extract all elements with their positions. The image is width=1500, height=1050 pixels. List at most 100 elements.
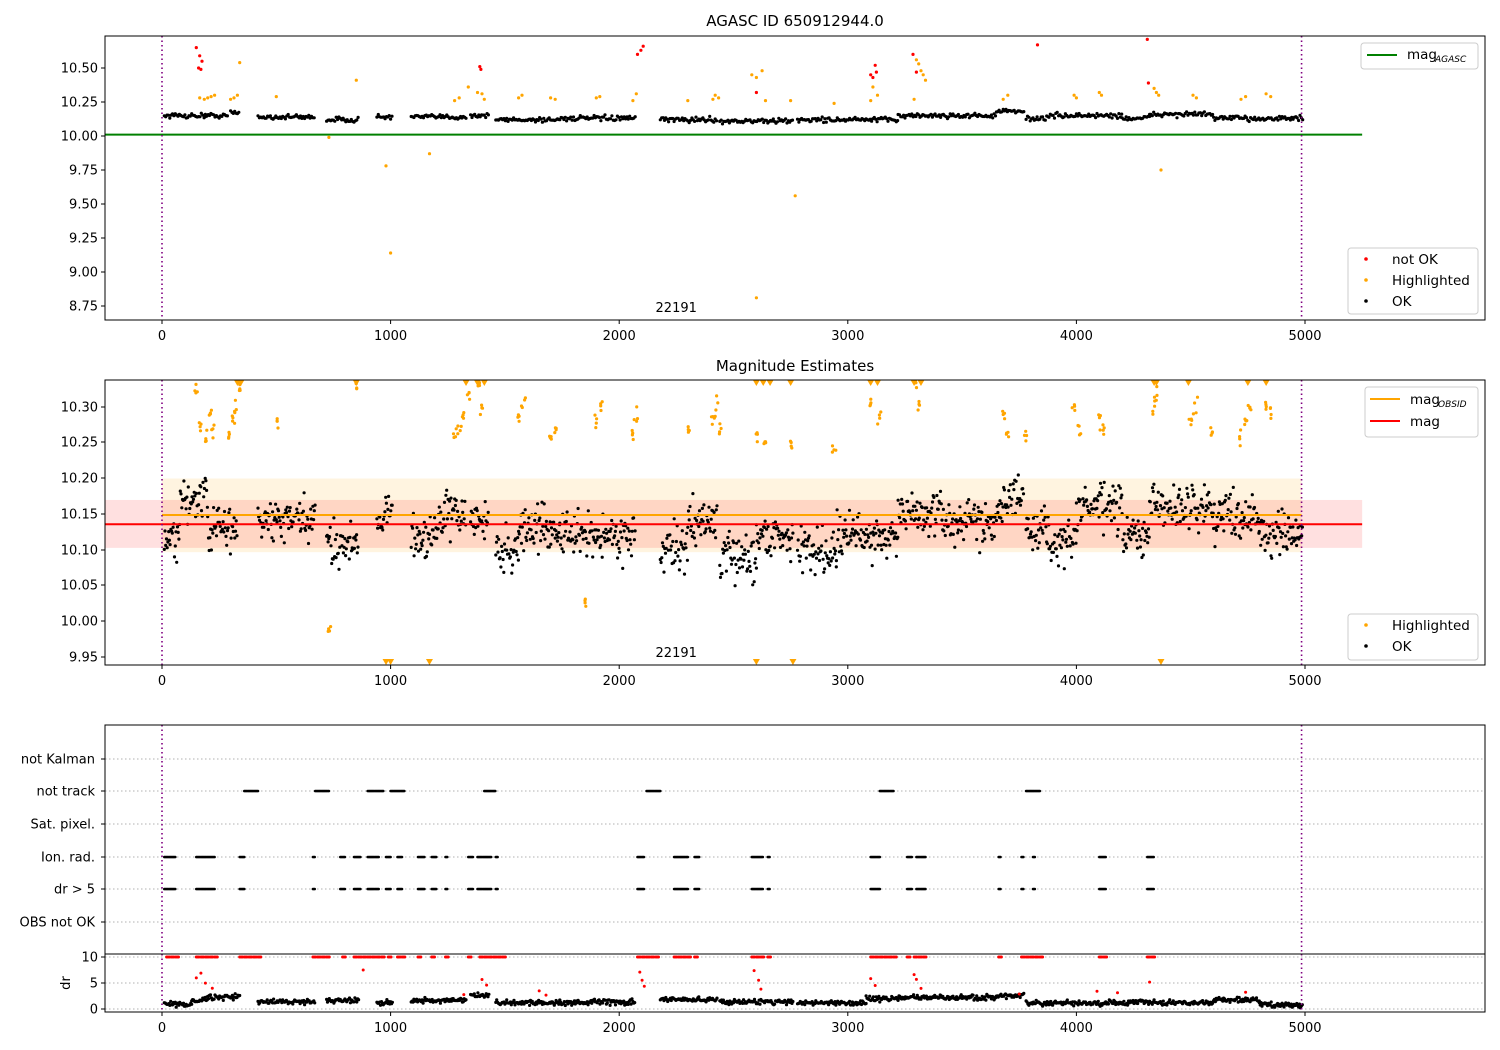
ok-point [847, 541, 851, 545]
ok-point [347, 557, 351, 561]
ok-point [940, 518, 944, 522]
not-ok-point [479, 67, 483, 71]
ok-point [547, 529, 551, 533]
ok-point [614, 524, 618, 528]
flag-row-label: not Kalman [21, 753, 95, 768]
ok-point [1054, 547, 1058, 551]
ok-point [1117, 484, 1121, 488]
ok-point [232, 516, 236, 520]
legend-label: Highlighted [1392, 273, 1470, 289]
ok-point [1169, 506, 1173, 510]
highlighted-point [480, 406, 485, 410]
ok-point [1085, 498, 1089, 502]
highlighted-point [760, 69, 764, 73]
ok-point [776, 533, 780, 537]
ok-point [312, 518, 316, 522]
offscale-marker [462, 380, 470, 386]
ok-point [668, 533, 672, 537]
ok-point [828, 550, 833, 554]
highlighted-point [453, 99, 457, 103]
ok-point [1065, 544, 1069, 548]
ok-point [1270, 556, 1274, 560]
ok-point [753, 561, 757, 565]
ok-point [326, 540, 330, 544]
ok-point [854, 544, 858, 548]
ok-point [558, 543, 563, 547]
flag-point [174, 887, 177, 891]
ok-point [812, 552, 816, 556]
ok-point [327, 535, 332, 539]
ok-point [494, 540, 499, 544]
ok-point [307, 113, 311, 117]
ok-point [718, 575, 723, 580]
ok-point [198, 115, 202, 119]
highlighted-point [1269, 412, 1273, 417]
ok-point [167, 530, 171, 534]
ok-point [1111, 484, 1115, 488]
ok-point [165, 546, 169, 550]
ok-point [1174, 111, 1178, 115]
ok-point [736, 558, 740, 562]
ok-point [444, 493, 448, 497]
ok-point [834, 119, 838, 123]
ok-point [800, 542, 804, 546]
highlighted-point [1191, 412, 1195, 416]
ok-point [214, 524, 218, 529]
ok-point [270, 536, 274, 540]
ok-point [1222, 529, 1226, 533]
ok-point [798, 554, 803, 558]
ok-point [903, 519, 908, 523]
ok-point [1015, 501, 1019, 505]
ok-point [564, 529, 568, 533]
highlighted-point [830, 450, 835, 454]
highlighted-point [482, 97, 486, 101]
ok-point [555, 539, 560, 543]
legend-subscript: AGASC [1434, 55, 1467, 65]
ok-point [730, 558, 734, 562]
flag-point [999, 887, 1002, 891]
ok-point [765, 527, 769, 531]
ok-point [1101, 533, 1106, 537]
ok-point [1031, 548, 1035, 552]
ok-point [536, 502, 540, 506]
ok-point [893, 535, 897, 539]
ok-point [1024, 117, 1028, 121]
ok-point [262, 525, 266, 529]
flag-point [878, 887, 882, 891]
highlighted-point [327, 135, 331, 139]
ok-point [448, 499, 452, 503]
ok-point [610, 518, 614, 523]
ok-point [337, 567, 341, 571]
ok-point [197, 503, 201, 507]
ok-point [529, 528, 533, 532]
ok-point [1214, 528, 1219, 533]
not-ok-point [327, 955, 331, 959]
not-ok-point [640, 978, 644, 982]
highlighted-point [237, 388, 241, 393]
highlighted-point [1152, 395, 1157, 399]
ok-point [1078, 498, 1082, 502]
flag-point [878, 855, 882, 859]
ok-point [1014, 479, 1018, 483]
ok-point [1273, 534, 1277, 539]
highlighted-point [211, 427, 215, 431]
y-tick-label: 9.95 [69, 651, 98, 666]
not-ok-point [869, 73, 873, 77]
ok-point [212, 506, 216, 510]
ok-point [1301, 118, 1305, 122]
highlighted-point [480, 403, 484, 407]
ok-point [786, 535, 791, 539]
ok-point [975, 537, 979, 542]
ok-point [1277, 526, 1281, 530]
ok-point [616, 556, 620, 560]
ok-point [170, 531, 174, 535]
ok-point [709, 517, 713, 521]
ok-point [272, 997, 276, 1001]
ok-point [548, 520, 552, 524]
ok-point [1112, 516, 1116, 520]
highlighted-point [789, 99, 793, 103]
ok-point [688, 504, 692, 509]
ok-point [917, 113, 921, 117]
ok-point [701, 519, 705, 523]
ok-point [1034, 117, 1038, 122]
